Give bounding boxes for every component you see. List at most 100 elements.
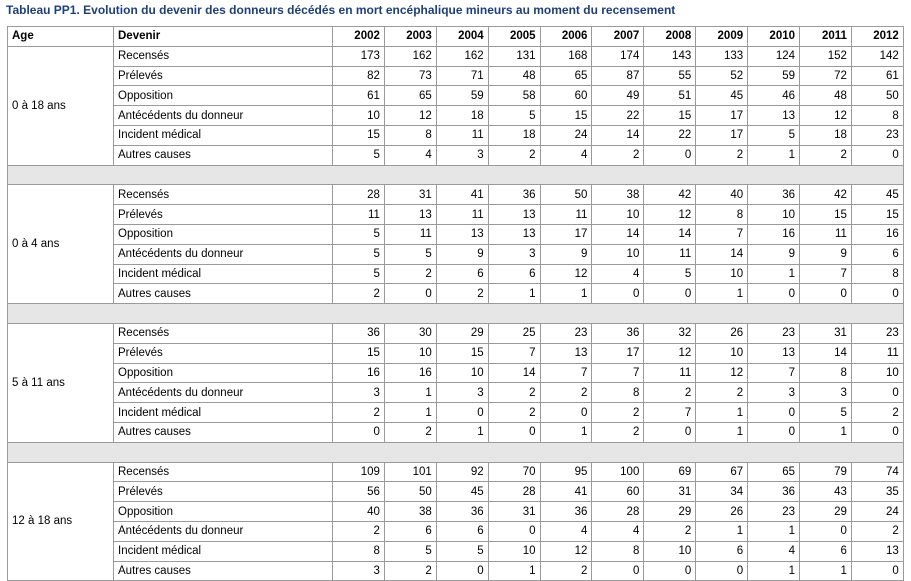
- value-cell: 95: [539, 461, 593, 483]
- value-cell: 8: [695, 204, 749, 225]
- value-cell: 22: [643, 124, 697, 146]
- value-cell: 15: [539, 105, 593, 126]
- value-cell: 56: [332, 481, 385, 503]
- value-cell: 1: [695, 283, 749, 305]
- value-cell: 5: [643, 263, 697, 285]
- value-cell: 1: [539, 283, 593, 305]
- table-title: Tableau PP1. Evolution du devenir des do…: [6, 3, 676, 17]
- value-cell: 14: [591, 223, 645, 245]
- devenir-label-cell: Autres causes: [113, 560, 333, 581]
- value-cell: 8: [332, 540, 385, 562]
- value-cell: 4: [539, 144, 593, 166]
- value-cell: 3: [332, 382, 385, 404]
- value-cell: 1: [487, 560, 541, 581]
- value-cell: 2: [435, 283, 489, 305]
- header-year: 2006: [539, 26, 593, 47]
- table-row: Opposition 5 11 13 13 17 14 14 7 16 11 16: [8, 223, 904, 245]
- value-cell: 2: [643, 520, 697, 542]
- value-cell: 2: [850, 520, 904, 542]
- value-cell: 18: [435, 105, 489, 126]
- value-cell: 0: [591, 560, 645, 581]
- value-cell: 60: [591, 481, 645, 503]
- table-row: Antécédents du donneur 5 5 9 3 9 10 11 14 9 9 6: [8, 243, 904, 265]
- value-cell: 2: [332, 283, 385, 305]
- value-cell: 15: [799, 204, 852, 225]
- value-cell: 2: [383, 421, 437, 443]
- value-cell: 4: [383, 144, 437, 166]
- value-cell: 7: [695, 223, 749, 245]
- value-cell: 13: [747, 105, 801, 126]
- devenir-label-cell: Opposition: [113, 362, 333, 384]
- devenir-label-cell: Prélevés: [113, 481, 333, 503]
- value-cell: 0: [747, 283, 801, 305]
- devenir-label-cell: Recensés: [113, 184, 333, 206]
- value-cell: 61: [850, 65, 904, 87]
- value-cell: 8: [850, 105, 904, 126]
- value-cell: 12: [383, 105, 437, 126]
- devenir-label-cell: Antécédents du donneur: [113, 105, 333, 126]
- devenir-label-cell: Antécédents du donneur: [113, 243, 333, 265]
- value-cell: 7: [487, 342, 541, 364]
- table-row: Antécédents du donneur 2 6 6 0 4 4 2 1 1 0 2: [8, 520, 904, 542]
- value-cell: 0: [539, 402, 593, 423]
- value-cell: 17: [695, 105, 749, 126]
- value-cell: 14: [591, 124, 645, 146]
- value-cell: 26: [695, 322, 749, 344]
- value-cell: 46: [747, 85, 801, 107]
- value-cell: 36: [591, 322, 645, 344]
- value-cell: 12: [539, 540, 593, 562]
- value-cell: 23: [539, 322, 593, 344]
- value-cell: 5: [383, 243, 437, 265]
- value-cell: 50: [383, 481, 437, 503]
- value-cell: 5: [747, 124, 801, 146]
- value-cell: 6: [435, 263, 489, 285]
- value-cell: 11: [643, 362, 697, 384]
- header-year: 2002: [332, 26, 385, 47]
- devenir-label-cell: Prélevés: [113, 342, 333, 364]
- value-cell: 29: [799, 501, 852, 522]
- value-cell: 11: [539, 204, 593, 225]
- value-cell: 1: [539, 421, 593, 443]
- value-cell: 28: [591, 501, 645, 522]
- value-cell: 0: [850, 382, 904, 404]
- table-row: 5 à 11 ans Recensés 36 30 29 25 23 36 32 26 23 31 23: [7, 322, 904, 443]
- value-cell: 10: [695, 342, 749, 364]
- devenir-label-cell: Incident médical: [113, 263, 333, 285]
- value-cell: 1: [695, 402, 749, 423]
- value-cell: 168: [539, 45, 593, 67]
- value-cell: 10: [487, 540, 541, 562]
- age-group-cell: 0 à 18 ans: [7, 45, 114, 166]
- group-separator: [7, 441, 904, 463]
- value-cell: 0: [747, 402, 801, 423]
- value-cell: 3: [487, 243, 541, 265]
- devenir-label-cell: Prélevés: [113, 65, 333, 87]
- value-cell: 48: [487, 65, 541, 87]
- value-cell: 42: [799, 184, 852, 206]
- value-cell: 14: [695, 243, 749, 265]
- value-cell: 23: [747, 322, 801, 344]
- table-row: Prélevés 82 73 71 48 65 87 55 52 59 72 61: [8, 65, 904, 87]
- value-cell: 28: [487, 481, 541, 503]
- value-cell: 14: [487, 362, 541, 384]
- value-cell: 101: [383, 461, 437, 483]
- value-cell: 2: [695, 144, 749, 166]
- value-cell: 61: [332, 85, 385, 107]
- value-cell: 143: [643, 45, 697, 67]
- value-cell: 1: [747, 520, 801, 542]
- value-cell: 8: [591, 382, 645, 404]
- value-cell: 0: [643, 421, 697, 443]
- value-cell: 16: [383, 362, 437, 384]
- value-cell: 4: [591, 263, 645, 285]
- devenir-label-cell: Incident médical: [113, 124, 333, 146]
- value-cell: 52: [695, 65, 749, 87]
- separator-cell: [7, 303, 904, 324]
- value-cell: 16: [332, 362, 385, 384]
- header-age: Age: [7, 26, 114, 47]
- value-cell: 14: [643, 223, 697, 245]
- value-cell: 6: [695, 540, 749, 562]
- value-cell: 7: [643, 402, 697, 423]
- value-cell: 2: [383, 560, 437, 581]
- value-cell: 45: [850, 184, 904, 206]
- value-cell: 8: [383, 124, 437, 146]
- devenir-label-cell: Opposition: [113, 223, 333, 245]
